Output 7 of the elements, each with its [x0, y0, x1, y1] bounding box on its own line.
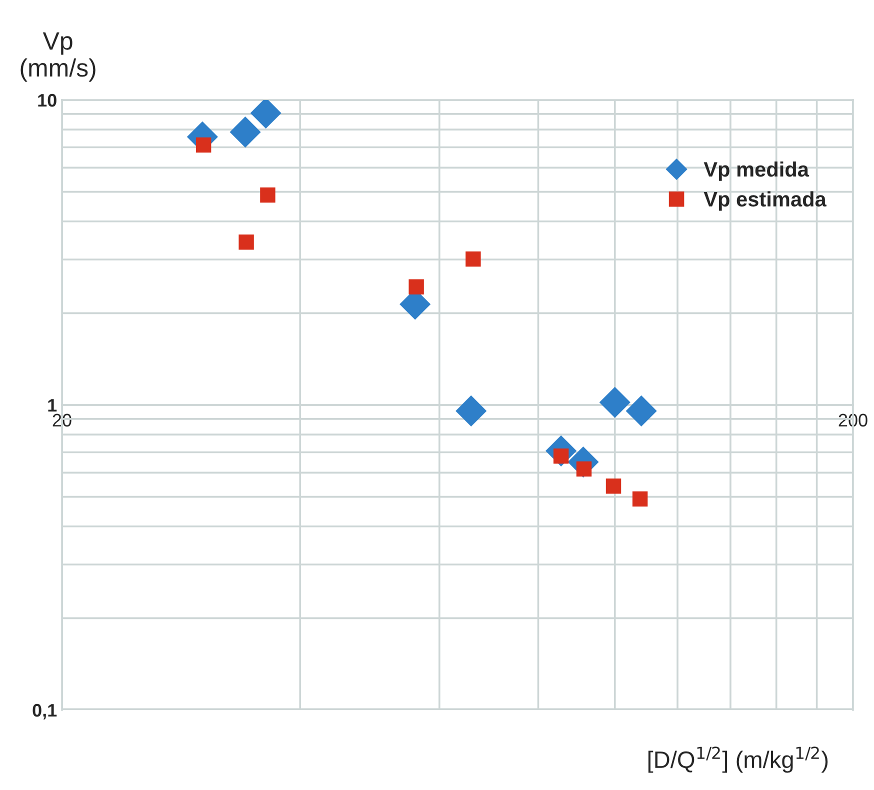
x-axis-title: [D/Q$^{1/2}$] (m/kg$^{1/2}$)	[648, 746, 828, 773]
y-tick-label: 10	[38, 94, 56, 107]
legend-label: Vp estimada	[704, 191, 826, 211]
y-axis-title: Vp (mm/s)	[20, 32, 96, 82]
y-tick-label: 1	[48, 399, 57, 412]
y-tick-label: 0,1	[32, 704, 57, 720]
legend-label: Vp medida	[704, 161, 810, 181]
